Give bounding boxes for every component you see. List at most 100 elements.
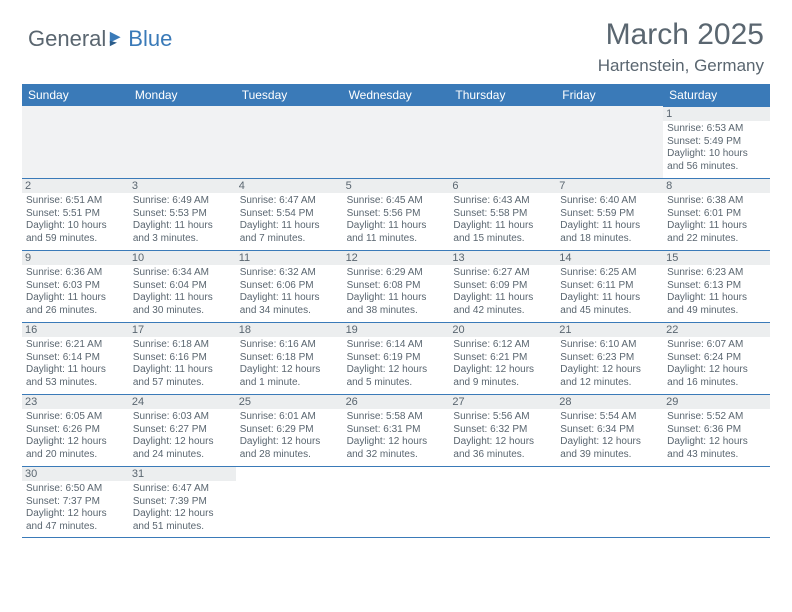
calendar-cell (129, 106, 236, 178)
day-header-cell: Monday (129, 84, 236, 106)
day-number: 19 (343, 323, 450, 337)
flag-icon (108, 30, 126, 48)
day-number: 9 (22, 251, 129, 265)
day-header-cell: Sunday (22, 84, 129, 106)
day-header-cell: Friday (556, 84, 663, 106)
day-info: Sunrise: 6:51 AMSunset: 5:51 PMDaylight:… (26, 195, 125, 245)
day-info: Sunrise: 6:53 AMSunset: 5:49 PMDaylight:… (667, 123, 766, 173)
day-info: Sunrise: 6:38 AMSunset: 6:01 PMDaylight:… (667, 195, 766, 245)
day-header-cell: Wednesday (343, 84, 450, 106)
header: General Blue March 2025 Hartenstein, Ger… (0, 0, 792, 84)
day-number: 28 (556, 395, 663, 409)
day-info: Sunrise: 6:45 AMSunset: 5:56 PMDaylight:… (347, 195, 446, 245)
day-info: Sunrise: 6:32 AMSunset: 6:06 PMDaylight:… (240, 267, 339, 317)
day-number: 14 (556, 251, 663, 265)
calendar: SundayMondayTuesdayWednesdayThursdayFrid… (0, 84, 792, 538)
calendar-week: 16 Sunrise: 6:21 AMSunset: 6:14 PMDayligh… (22, 322, 770, 394)
calendar-cell: 26 Sunrise: 5:58 AMSunset: 6:31 PMDayligh… (343, 394, 450, 466)
calendar-week: 1 Sunrise: 6:53 AMSunset: 5:49 PMDaylight… (22, 106, 770, 178)
calendar-cell: 6Sunrise: 6:43 AMSunset: 5:58 PMDaylight… (449, 178, 556, 250)
day-number: 20 (449, 323, 556, 337)
calendar-cell: 1 Sunrise: 6:53 AMSunset: 5:49 PMDaylight… (663, 106, 770, 178)
day-number: 13 (449, 251, 556, 265)
day-number: 11 (236, 251, 343, 265)
calendar-cell: 29Sunrise: 5:52 AMSunset: 6:36 PMDayligh… (663, 394, 770, 466)
calendar-cell (663, 466, 770, 538)
location-label: Hartenstein, Germany (598, 56, 764, 76)
day-number: 15 (663, 251, 770, 265)
calendar-cell (343, 466, 450, 538)
day-info: Sunrise: 6:01 AMSunset: 6:29 PMDaylight:… (240, 411, 339, 461)
calendar-cell: 23 Sunrise: 6:05 AMSunset: 6:26 PMDayligh… (22, 394, 129, 466)
calendar-cell: 12 Sunrise: 6:29 AMSunset: 6:08 PMDayligh… (343, 250, 450, 322)
calendar-cell: 9 Sunrise: 6:36 AMSunset: 6:03 PMDaylight… (22, 250, 129, 322)
calendar-cell: 11 Sunrise: 6:32 AMSunset: 6:06 PMDayligh… (236, 250, 343, 322)
day-number: 7 (556, 179, 663, 193)
calendar-cell (236, 106, 343, 178)
calendar-cell: 20Sunrise: 6:12 AMSunset: 6:21 PMDayligh… (449, 322, 556, 394)
day-info: Sunrise: 6:05 AMSunset: 6:26 PMDaylight:… (26, 411, 125, 461)
calendar-cell: 7 Sunrise: 6:40 AMSunset: 5:59 PMDaylight… (556, 178, 663, 250)
calendar-cell (236, 466, 343, 538)
calendar-cell: 5 Sunrise: 6:45 AMSunset: 5:56 PMDaylight… (343, 178, 450, 250)
day-info: Sunrise: 5:56 AMSunset: 6:32 PMDaylight:… (453, 411, 552, 461)
calendar-cell: 17 Sunrise: 6:18 AMSunset: 6:16 PMDayligh… (129, 322, 236, 394)
calendar-cell (343, 106, 450, 178)
day-number: 12 (343, 251, 450, 265)
day-info: Sunrise: 6:07 AMSunset: 6:24 PMDaylight:… (667, 339, 766, 389)
day-info: Sunrise: 6:18 AMSunset: 6:16 PMDaylight:… (133, 339, 232, 389)
day-info: Sunrise: 6:21 AMSunset: 6:14 PMDaylight:… (26, 339, 125, 389)
calendar-cell: 8Sunrise: 6:38 AMSunset: 6:01 PMDaylight… (663, 178, 770, 250)
day-info: Sunrise: 6:43 AMSunset: 5:58 PMDaylight:… (453, 195, 552, 245)
day-number: 18 (236, 323, 343, 337)
day-number: 23 (22, 395, 129, 409)
calendar-cell: 27Sunrise: 5:56 AMSunset: 6:32 PMDayligh… (449, 394, 556, 466)
day-info: Sunrise: 6:40 AMSunset: 5:59 PMDaylight:… (560, 195, 659, 245)
day-number: 1 (663, 107, 770, 121)
logo-text-general: General (28, 26, 106, 52)
day-number: 31 (129, 467, 236, 481)
day-info: Sunrise: 6:29 AMSunset: 6:08 PMDaylight:… (347, 267, 446, 317)
calendar-cell: 16 Sunrise: 6:21 AMSunset: 6:14 PMDayligh… (22, 322, 129, 394)
calendar-grid: 1 Sunrise: 6:53 AMSunset: 5:49 PMDaylight… (22, 106, 770, 538)
calendar-cell: 30 Sunrise: 6:50 AMSunset: 7:37 PMDayligh… (22, 466, 129, 538)
day-info: Sunrise: 5:58 AMSunset: 6:31 PMDaylight:… (347, 411, 446, 461)
calendar-cell: 4Sunrise: 6:47 AMSunset: 5:54 PMDaylight… (236, 178, 343, 250)
calendar-cell (449, 106, 556, 178)
day-info: Sunrise: 6:49 AMSunset: 5:53 PMDaylight:… (133, 195, 232, 245)
day-info: Sunrise: 6:47 AMSunset: 5:54 PMDaylight:… (240, 195, 339, 245)
day-info: Sunrise: 6:27 AMSunset: 6:09 PMDaylight:… (453, 267, 552, 317)
day-header-cell: Tuesday (236, 84, 343, 106)
day-number: 24 (129, 395, 236, 409)
calendar-cell: 18 Sunrise: 6:16 AMSunset: 6:18 PMDayligh… (236, 322, 343, 394)
day-number: 30 (22, 467, 129, 481)
day-number: 16 (22, 323, 129, 337)
calendar-cell: 22Sunrise: 6:07 AMSunset: 6:24 PMDayligh… (663, 322, 770, 394)
calendar-cell: 15 Sunrise: 6:23 AMSunset: 6:13 PMDayligh… (663, 250, 770, 322)
day-info: Sunrise: 6:34 AMSunset: 6:04 PMDaylight:… (133, 267, 232, 317)
calendar-cell: 24 Sunrise: 6:03 AMSunset: 6:27 PMDayligh… (129, 394, 236, 466)
day-info: Sunrise: 6:50 AMSunset: 7:37 PMDaylight:… (26, 483, 125, 533)
day-number: 5 (343, 179, 450, 193)
calendar-week: 30 Sunrise: 6:50 AMSunset: 7:37 PMDayligh… (22, 466, 770, 538)
day-info: Sunrise: 6:36 AMSunset: 6:03 PMDaylight:… (26, 267, 125, 317)
calendar-cell (556, 466, 663, 538)
day-info: Sunrise: 6:14 AMSunset: 6:19 PMDaylight:… (347, 339, 446, 389)
title-block: March 2025 Hartenstein, Germany (598, 18, 764, 76)
calendar-cell: 14Sunrise: 6:25 AMSunset: 6:11 PMDayligh… (556, 250, 663, 322)
day-info: Sunrise: 6:47 AMSunset: 7:39 PMDaylight:… (133, 483, 232, 533)
calendar-cell: 31 Sunrise: 6:47 AMSunset: 7:39 PMDayligh… (129, 466, 236, 538)
day-info: Sunrise: 6:16 AMSunset: 6:18 PMDaylight:… (240, 339, 339, 389)
day-info: Sunrise: 6:03 AMSunset: 6:27 PMDaylight:… (133, 411, 232, 461)
calendar-cell: 25 Sunrise: 6:01 AMSunset: 6:29 PMDayligh… (236, 394, 343, 466)
calendar-cell: 3Sunrise: 6:49 AMSunset: 5:53 PMDaylight… (129, 178, 236, 250)
day-info: Sunrise: 6:23 AMSunset: 6:13 PMDaylight:… (667, 267, 766, 317)
day-number: 21 (556, 323, 663, 337)
logo-text-blue: Blue (128, 26, 172, 52)
day-number: 25 (236, 395, 343, 409)
day-number: 17 (129, 323, 236, 337)
day-number: 26 (343, 395, 450, 409)
calendar-cell: 19 Sunrise: 6:14 AMSunset: 6:19 PMDayligh… (343, 322, 450, 394)
calendar-cell: 2Sunrise: 6:51 AMSunset: 5:51 PMDaylight… (22, 178, 129, 250)
calendar-cell (449, 466, 556, 538)
